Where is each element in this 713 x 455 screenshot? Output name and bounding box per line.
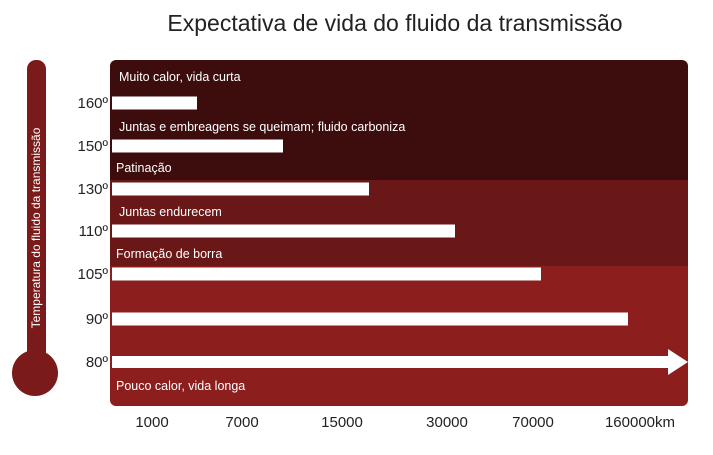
zone-label: Muito calor, vida curta (119, 70, 241, 84)
chart-title: Expectativa de vida do fluido da transmi… (167, 10, 623, 36)
x-tick-label: 7000 (225, 414, 258, 431)
y-tick-label: 150º (77, 138, 108, 155)
zone-label: Juntas e embreagens se queimam; fluido c… (119, 120, 405, 134)
y-tick-label: 105º (77, 266, 108, 283)
y-tick-label: 80º (86, 354, 109, 371)
zone-label: Juntas endurecem (119, 205, 222, 219)
zone-band-join (110, 168, 688, 180)
bar (112, 139, 283, 153)
x-tick-label: 70000 (512, 414, 554, 431)
x-tick-label: 1000 (135, 414, 168, 431)
bar-arrow (112, 349, 688, 375)
y-tick-label: 90º (86, 311, 109, 328)
x-tick-label: 15000 (321, 414, 363, 431)
x-tick-label: 160000km (605, 414, 675, 431)
bar (112, 224, 455, 238)
zone-band (110, 266, 688, 406)
y-tick-label: 160º (77, 95, 108, 112)
bar (112, 182, 369, 196)
y-tick-label: 130º (77, 181, 108, 198)
y-tick-label: 110º (79, 223, 109, 240)
zone-label: Pouco calor, vida longa (116, 379, 245, 393)
zone-label: Patinação (116, 161, 172, 175)
bar (112, 267, 541, 281)
thermometer-bulb (12, 350, 58, 396)
zone-label: Formação de borra (116, 247, 222, 261)
x-tick-label: 30000 (426, 414, 468, 431)
bar (112, 312, 628, 326)
thermometer-tube (27, 60, 46, 370)
bar (112, 96, 197, 110)
